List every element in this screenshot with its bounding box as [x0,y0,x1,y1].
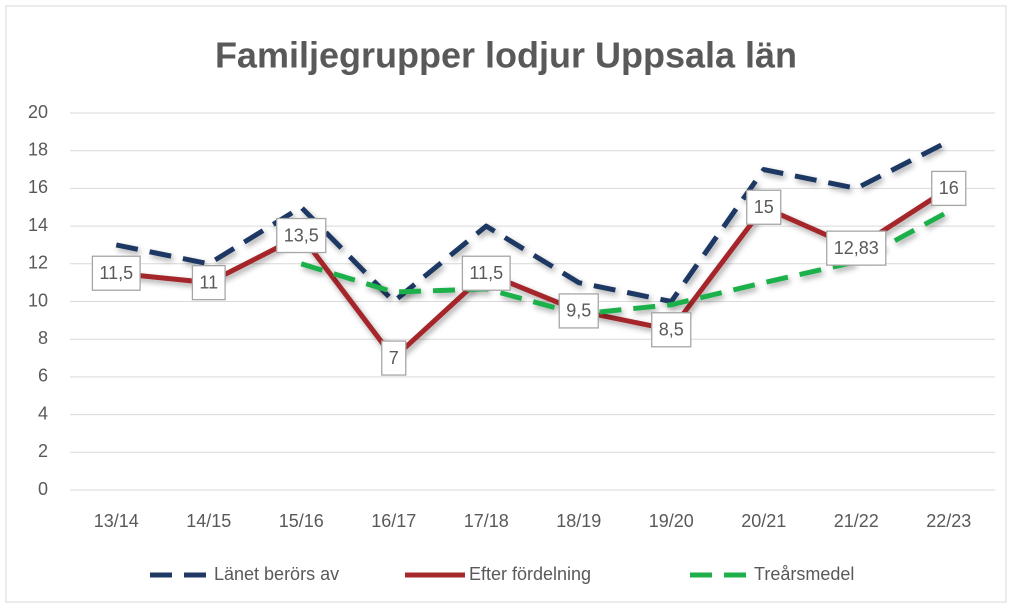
line [115,139,950,304]
y-tick-label: 8 [38,328,48,348]
data-label-text: 16 [939,178,959,198]
x-tick-label: 17/18 [464,511,509,531]
data-label-text: 8,5 [659,320,684,340]
x-tick-label: 13/14 [94,511,139,531]
y-tick-label: 10 [28,290,48,310]
y-tick-label: 6 [38,366,48,386]
y-tick-label: 16 [28,177,48,197]
data-label-text: 11,5 [469,263,503,283]
data-label-text: 15 [754,197,774,217]
data-label: 11,5 [461,255,511,291]
chart-title: Familjegrupper lodjur Uppsala län [215,35,797,76]
data-label: 9,5 [558,293,599,329]
data-label-box [461,255,511,291]
y-tick-label: 2 [38,441,48,461]
y-tick-label: 12 [28,253,48,273]
data-label: 11 [191,264,226,301]
y-tick-label: 0 [38,479,48,499]
x-tick-label: 21/22 [834,511,879,531]
x-tick-label: 22/23 [926,511,971,531]
legend-label: Treårsmedel [754,564,854,584]
data-label-box [91,255,141,291]
y-tick-label: 20 [28,102,48,122]
chart-border [5,5,1007,603]
data-label-text: 12,83 [834,238,879,258]
data-label-box [191,264,226,301]
data-label: 15 [746,189,782,225]
data-label-text: 11,5 [99,263,133,283]
data-label: 8,5 [651,312,692,348]
x-tick-label: 18/19 [556,511,601,531]
legend-label: Länet berörs av [214,564,339,584]
data-label-box [746,189,782,225]
x-tick-label: 16/17 [371,511,416,531]
data-label-text: 13,5 [284,225,319,245]
data-label-box [276,217,327,254]
data-label: 12,83 [826,230,887,266]
y-tick-label: 18 [28,139,48,159]
data-label-text: 7 [389,348,399,368]
data-label: 11,5 [91,255,141,291]
x-tick-label: 14/15 [186,511,231,531]
data-label: 16 [931,170,967,207]
x-tick-label: 20/21 [741,511,786,531]
data-label-box [826,230,887,266]
data-label-text: 9,5 [566,301,591,321]
y-tick-label: 14 [28,215,48,235]
data-label-box [651,312,692,348]
x-tick-label: 19/20 [649,511,694,531]
data-label-box [558,293,599,329]
y-tick-label: 4 [38,403,48,423]
legend-label: Efter fördelning [469,564,591,584]
x-tick-label: 15/16 [279,511,324,531]
data-label: 13,5 [276,217,327,254]
data-label: 7 [381,340,407,376]
data-label-box [381,340,407,376]
data-label-text: 11 [199,272,218,292]
data-label-box [931,170,967,207]
line [115,186,951,361]
